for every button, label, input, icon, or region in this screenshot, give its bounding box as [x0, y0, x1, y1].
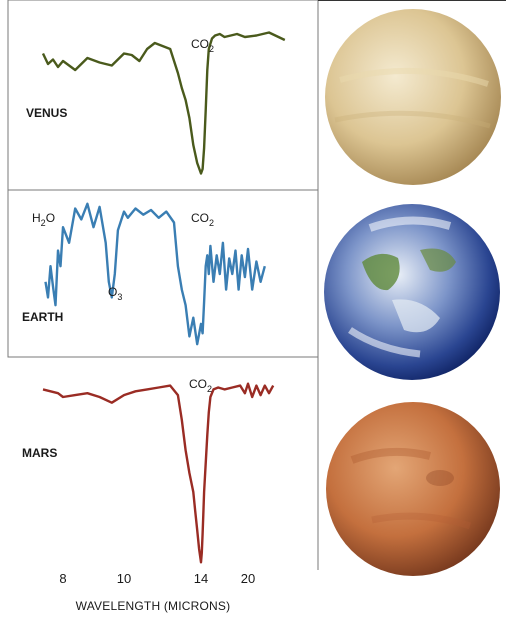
series-earth	[44, 202, 266, 346]
series-mars	[42, 382, 275, 564]
earth-image	[324, 204, 500, 380]
earth-label: EARTH	[22, 310, 63, 324]
x-axis: 8 10 14 20	[59, 571, 255, 586]
x-tick-14: 14	[194, 571, 208, 586]
venus-frame	[7, 0, 319, 190]
annotation-earth-co2: CO2	[191, 211, 214, 228]
earth-frame	[7, 190, 319, 358]
annotation-earth-o3: O3	[108, 285, 122, 302]
venus-image	[325, 9, 501, 185]
series-venus	[41, 31, 286, 175]
series-layer	[41, 31, 286, 564]
x-tick-20: 20	[241, 571, 255, 586]
venus-label: VENUS	[26, 106, 67, 120]
annotation-venus-co2: CO2	[191, 37, 214, 54]
annotation-earth-h2o: H2O	[32, 211, 55, 228]
panel-frames	[7, 0, 506, 570]
annotation-layer: CO2 H2O O3 CO2 CO2	[32, 37, 214, 394]
mars-label: MARS	[22, 446, 57, 460]
annotation-mars-co2: CO2	[189, 377, 212, 394]
x-tick-10: 10	[117, 571, 131, 586]
x-axis-title: WAVELENGTH (MICRONS)	[76, 599, 231, 613]
mars-image	[326, 402, 500, 576]
x-tick-8: 8	[59, 571, 66, 586]
